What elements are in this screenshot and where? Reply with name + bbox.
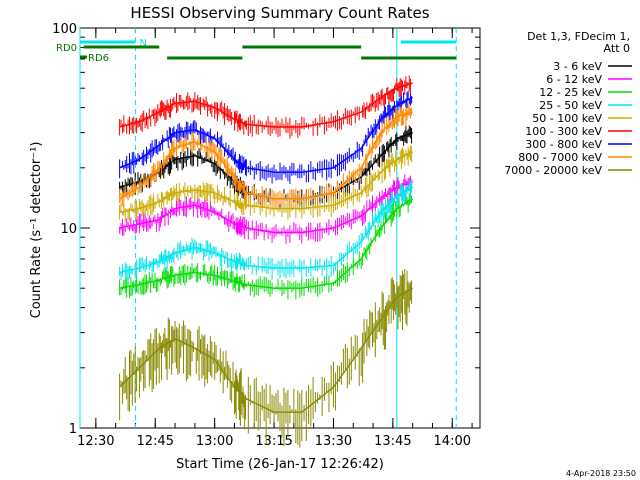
legend-entry-label: 25 - 50 keV xyxy=(539,99,602,112)
legend-entry-label: 7000 - 20000 keV xyxy=(504,164,602,177)
flag-label-rd6: RD6 xyxy=(88,53,109,64)
series-100-300-kev-line xyxy=(119,75,413,139)
x-axis-label: Start Time (26-Jan-17 12:26:42) xyxy=(176,457,384,472)
y-tick-label: 100 xyxy=(52,22,77,37)
legend-entry-label: 50 - 100 keV xyxy=(532,112,602,125)
series-7000-20000-kev-line xyxy=(119,268,414,448)
x-tick-label: 14:00 xyxy=(434,434,471,449)
y-tick-label: 1 xyxy=(69,422,77,437)
legend-entry-label: 12 - 25 keV xyxy=(539,86,602,99)
x-tick-label: 12:45 xyxy=(137,434,174,449)
legend-entry-label: 100 - 300 keV xyxy=(525,125,602,138)
series-300-800-kev-line xyxy=(119,91,414,184)
legend-entry-label: 3 - 6 keV xyxy=(553,60,602,73)
y-tick-label: 10 xyxy=(60,222,77,237)
flag-label-rd0: RD0 xyxy=(56,43,77,54)
chart-title: HESSI Observing Summary Count Rates xyxy=(130,4,429,22)
legend-entry-label: 300 - 800 keV xyxy=(525,138,602,151)
x-tick-label: 13:15 xyxy=(255,434,292,449)
x-tick-label: 13:30 xyxy=(315,434,352,449)
x-tick-label: 13:00 xyxy=(196,434,233,449)
y-axis-label: Count Rate (s⁻¹ detector⁻¹) xyxy=(29,142,44,319)
flag-label-n: N xyxy=(139,38,146,49)
series-12-25-kev-line xyxy=(119,192,414,300)
x-tick-label: 12:30 xyxy=(77,434,114,449)
legend-header-line-1: Det 1,3, FDecim 1, xyxy=(527,30,630,43)
series-800-7000-kev-line xyxy=(119,103,413,211)
series-25-50-kev-line xyxy=(119,178,414,283)
legend-entry-label: 6 - 12 keV xyxy=(546,73,602,86)
plot-area: 1 10 100 12:30 12:45 13:00 13:15 13:30 13:45 14:0… xyxy=(52,22,481,449)
legend-entry-label: 800 - 7000 keV xyxy=(518,151,602,164)
legend-header-line-2: Att 0 xyxy=(604,42,630,55)
footer-date: 4-Apr-2018 23:50 xyxy=(566,469,636,478)
x-tick-label: 13:45 xyxy=(374,434,411,449)
